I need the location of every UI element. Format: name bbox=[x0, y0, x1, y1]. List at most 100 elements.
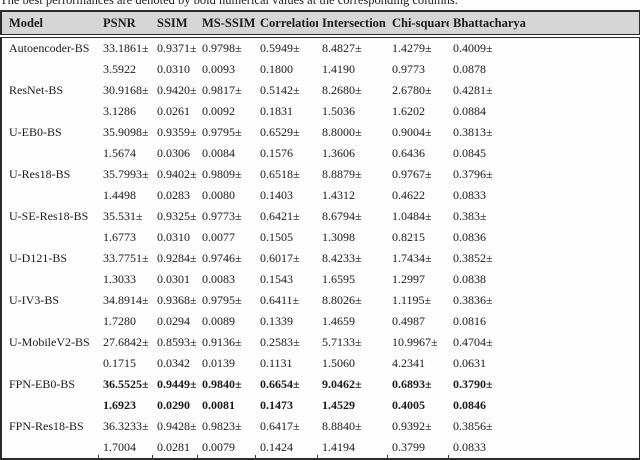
model-name bbox=[0, 311, 99, 332]
row-u-iv3-bs-std: 1.7280 0.0294 0.0089 0.1339 1.4659 0.4987 0.08… bbox=[0, 311, 640, 332]
psnr-std: 1.4498 bbox=[103, 188, 136, 202]
ms-ssim-mean: 0.9823± bbox=[202, 419, 242, 433]
chi-square-std: 0.4987 bbox=[392, 314, 425, 328]
bhattacharya-std: 0.0833 bbox=[449, 437, 640, 460]
bhattacharya-mean: 0.3790± bbox=[449, 374, 640, 395]
row-u-mobilev2-bs-mean: U-MobileV2-BS 27.6842± 0.8593± 0.9136± 0.258… bbox=[0, 332, 640, 353]
model-name bbox=[0, 185, 99, 206]
intersection-std: 1.3606 bbox=[322, 146, 355, 160]
chi-square-mean: 1.4279± bbox=[392, 41, 432, 55]
model-name bbox=[0, 101, 99, 122]
correlation-mean: 0.6421± bbox=[260, 209, 300, 223]
results-table: Model PSNR SSIM MS-SSIM Correlation Intersect… bbox=[0, 10, 640, 460]
ssim-mean: 0.9420± bbox=[157, 83, 197, 97]
ms-ssim-mean: 0.9773± bbox=[202, 209, 242, 223]
psnr-std: 1.6773 bbox=[103, 230, 136, 244]
column-header-model: Model bbox=[0, 10, 99, 38]
column-tick bbox=[152, 455, 153, 460]
row-u-se-res18-bs-std: 1.6773 0.0310 0.0077 0.1505 1.3098 0.8215 0.08… bbox=[0, 227, 640, 248]
correlation-std: 0.1339 bbox=[260, 314, 293, 328]
model-name bbox=[0, 395, 99, 416]
correlation-mean: 0.6529± bbox=[260, 125, 300, 139]
bhattacharya-mean: 0.3852± bbox=[449, 248, 640, 269]
bhattacharya-std: 0.0884 bbox=[449, 101, 640, 122]
ssim-mean: 0.9359± bbox=[157, 125, 197, 139]
row-u-d121-bs-std: 1.3033 0.0301 0.0083 0.1543 1.6595 1.2997 0.08… bbox=[0, 269, 640, 290]
psnr-mean: 34.8914± bbox=[103, 293, 149, 307]
ms-ssim-mean: 0.9746± bbox=[202, 251, 242, 265]
bhattacharya-mean: 0.3813± bbox=[449, 122, 640, 143]
ms-ssim-std: 0.0080 bbox=[202, 188, 235, 202]
column-tick bbox=[197, 455, 198, 460]
correlation-std: 0.1424 bbox=[256, 437, 318, 460]
correlation-mean: 0.6417± bbox=[260, 419, 300, 433]
ssim-std: 0.0281 bbox=[153, 437, 198, 460]
intersection-mean: 8.8879± bbox=[322, 167, 362, 181]
intersection-std: 1.5036 bbox=[322, 104, 355, 118]
psnr-mean: 33.7751± bbox=[103, 251, 149, 265]
ms-ssim-mean: 0.9136± bbox=[202, 335, 242, 349]
chi-square-mean: 2.6780± bbox=[392, 83, 432, 97]
bhattacharya-std: 0.0838 bbox=[449, 269, 640, 290]
chi-square-std: 1.6202 bbox=[392, 104, 425, 118]
ms-ssim-mean: 0.9795± bbox=[202, 125, 242, 139]
model-name bbox=[0, 227, 99, 248]
model-name bbox=[0, 353, 99, 374]
ms-ssim-std: 0.0139 bbox=[202, 356, 235, 370]
ssim-mean: 0.9371± bbox=[157, 41, 197, 55]
ms-ssim-mean: 0.9840± bbox=[202, 377, 242, 391]
ms-ssim-std: 0.0084 bbox=[202, 146, 235, 160]
model-name bbox=[0, 143, 99, 164]
psnr-std: 1.3033 bbox=[103, 272, 136, 286]
ssim-std: 0.0301 bbox=[157, 272, 190, 286]
psnr-std: 0.1715 bbox=[103, 356, 136, 370]
psnr-mean: 35.9098± bbox=[103, 125, 149, 139]
row-fpn-res18-bs-mean: FPN-Res18-BS 36.3233± 0.9428± 0.9823± 0.6417… bbox=[0, 416, 640, 437]
correlation-mean: 0.5142± bbox=[260, 83, 300, 97]
bhattacharya-std: 0.0631 bbox=[449, 353, 640, 374]
bhattacharya-mean: 0.4704± bbox=[449, 332, 640, 353]
correlation-std: 0.1131 bbox=[260, 356, 293, 370]
psnr-std: 3.5922 bbox=[103, 62, 136, 76]
row-u-res18-bs-std: 1.4498 0.0283 0.0080 0.1403 1.4312 0.4622 0.08… bbox=[0, 185, 640, 206]
intersection-std: 1.5060 bbox=[322, 356, 355, 370]
chi-square-std: 1.2997 bbox=[392, 272, 425, 286]
psnr-std: 1.7004 bbox=[99, 437, 153, 460]
row-autoencoder-bs-mean: Autoencoder-BS 33.1861± 0.9371± 0.9798± 0.59… bbox=[0, 36, 640, 59]
ssim-std: 0.0342 bbox=[157, 356, 190, 370]
psnr-std: 3.1286 bbox=[103, 104, 136, 118]
ssim-mean: 0.9325± bbox=[157, 209, 197, 223]
chi-square-std: 0.9773 bbox=[392, 62, 425, 76]
ms-ssim-std: 0.0077 bbox=[202, 230, 235, 244]
ssim-std: 0.0294 bbox=[157, 314, 190, 328]
chi-square-std: 4.2341 bbox=[392, 356, 425, 370]
model-name: FPN-EB0-BS bbox=[0, 374, 99, 395]
intersection-std: 1.4194 bbox=[318, 437, 388, 460]
bhattacharya-std: 0.0845 bbox=[449, 143, 640, 164]
row-u-eb0-bs-std: 1.5674 0.0306 0.0084 0.1576 1.3606 0.6436 0.08… bbox=[0, 143, 640, 164]
bhattacharya-mean: 0.4009± bbox=[449, 36, 640, 59]
ms-ssim-std: 0.0079 bbox=[198, 437, 256, 460]
chi-square-mean: 0.9004± bbox=[392, 125, 432, 139]
table-caption: The best performances are denoted by bol… bbox=[0, 0, 458, 7]
column-header-intersection: Intersection bbox=[318, 10, 388, 38]
correlation-std: 0.1543 bbox=[260, 272, 293, 286]
row-fpn-eb0-bs-mean: FPN-EB0-BS 36.5525± 0.9449± 0.9840± 0.6654± 9… bbox=[0, 374, 640, 395]
column-header-ssim: SSIM bbox=[153, 10, 198, 38]
column-header-psnr: PSNR bbox=[99, 10, 153, 38]
chi-square-std: 0.3799 bbox=[388, 437, 449, 460]
intersection-mean: 9.0462± bbox=[322, 377, 362, 391]
ssim-std: 0.0283 bbox=[157, 188, 190, 202]
ms-ssim-mean: 0.9817± bbox=[202, 83, 242, 97]
psnr-mean: 36.5525± bbox=[103, 377, 149, 391]
chi-square-mean: 1.1195± bbox=[392, 293, 432, 307]
intersection-mean: 8.6794± bbox=[322, 209, 362, 223]
bhattacharya-mean: 0.3856± bbox=[449, 416, 640, 437]
intersection-std: 1.4529 bbox=[322, 398, 355, 412]
header-row: Model PSNR SSIM MS-SSIM Correlation Intersect… bbox=[0, 10, 640, 38]
bhattacharya-mean: 0.383± bbox=[449, 206, 640, 227]
correlation-std: 0.1576 bbox=[260, 146, 293, 160]
chi-square-mean: 0.9767± bbox=[392, 167, 432, 181]
caption-clip: The best performances are denoted by bol… bbox=[0, 0, 640, 8]
correlation-std: 0.1800 bbox=[260, 62, 293, 76]
